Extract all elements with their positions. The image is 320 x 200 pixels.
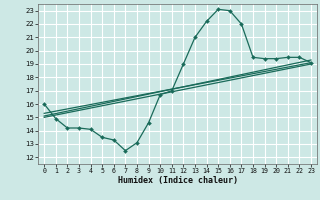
X-axis label: Humidex (Indice chaleur): Humidex (Indice chaleur) — [118, 176, 238, 185]
